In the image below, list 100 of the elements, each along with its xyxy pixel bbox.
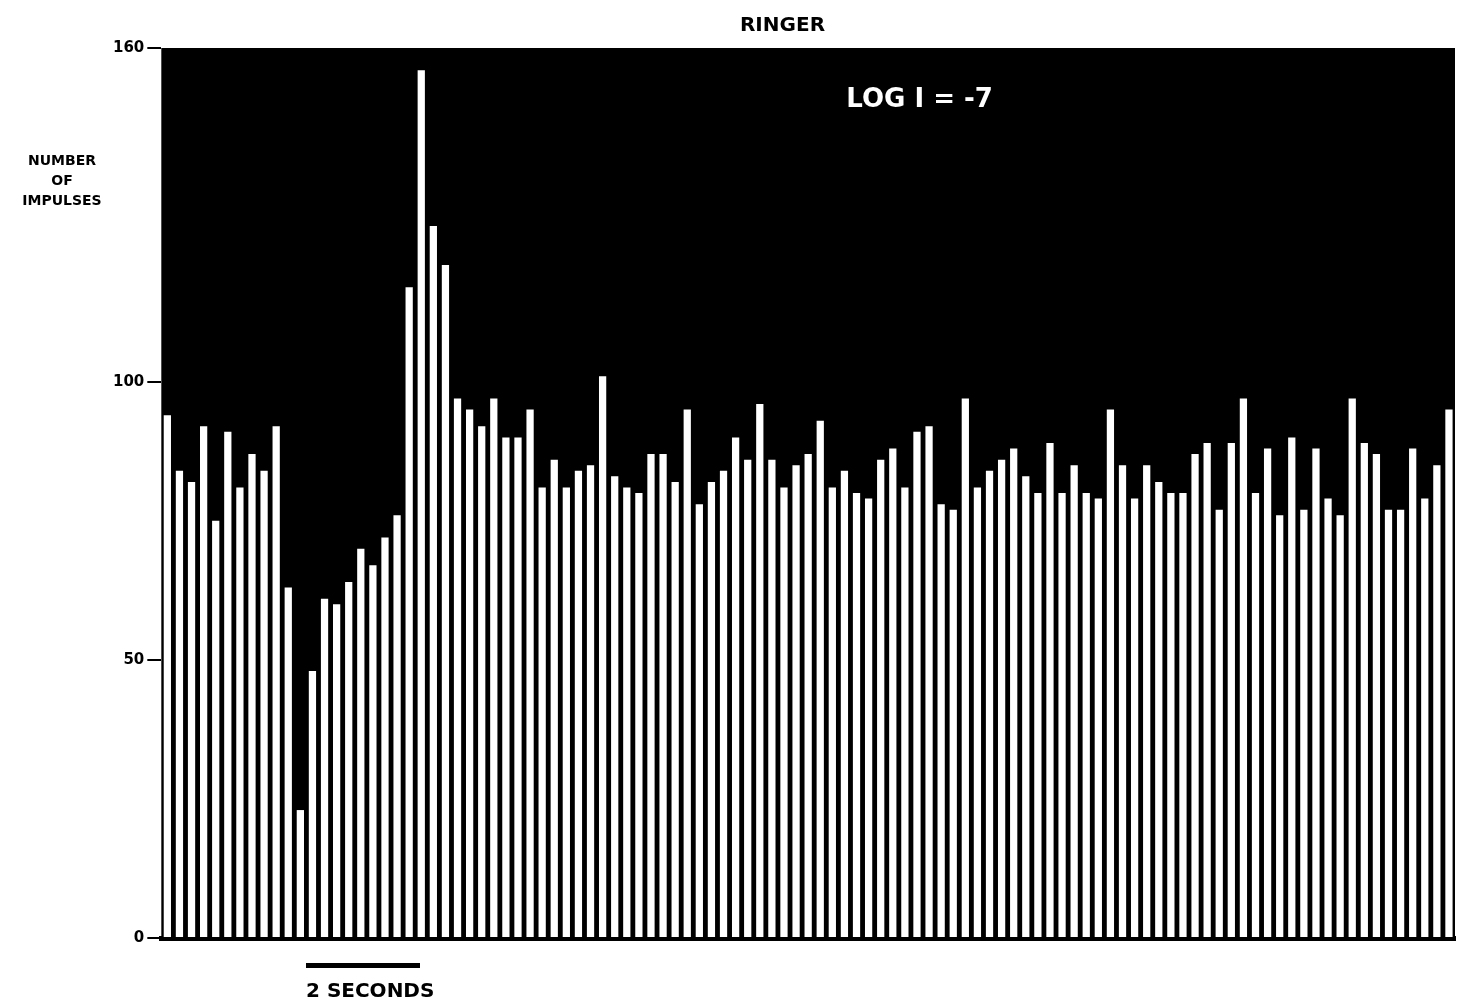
bar [804,454,812,937]
bar [357,548,365,937]
bar [731,437,740,937]
bar [1360,442,1368,937]
bar [683,409,691,937]
bar [949,509,957,937]
bar [284,587,292,937]
bar [1010,448,1018,937]
bar [1094,498,1102,937]
bar [1034,493,1042,937]
bar [1324,498,1332,937]
bar [852,493,861,937]
bar [453,398,462,937]
bar [1179,493,1187,937]
bar [695,504,703,937]
bar [1155,481,1163,937]
bar [562,487,570,937]
bar [1445,409,1453,937]
bar [828,487,836,937]
bar [913,431,921,937]
bar [1263,448,1272,937]
bar [925,426,933,937]
bar [187,481,196,937]
text: 2 SECONDS [306,978,435,1002]
bar [1118,465,1127,937]
bar [1106,409,1115,937]
bar [1227,442,1235,937]
bar [345,582,353,937]
bar [1239,398,1248,937]
bar [877,459,885,937]
y-tick-label: 0 [133,927,145,946]
bar [320,598,329,937]
bar [514,437,522,937]
y-axis-title: NUMBER OF IMPULSES [21,151,103,210]
bar [901,487,909,937]
bar [212,520,220,937]
bar [224,431,232,937]
bar [1191,454,1199,937]
bar [671,481,679,937]
bar [1070,465,1078,937]
bar [574,470,583,937]
bar [586,465,595,937]
bar [659,454,667,937]
bar [635,493,643,937]
bar [1312,448,1320,937]
bar [985,470,994,937]
bar [1046,442,1054,937]
y-tick-label: 160 [113,37,145,56]
bar [1433,465,1441,937]
bar [296,810,304,937]
bar [889,448,897,937]
bar [429,226,437,937]
bar [961,398,969,937]
bar [1276,515,1284,937]
bar [973,487,982,937]
bar [200,426,208,937]
bar [1421,498,1429,937]
bar [623,487,631,937]
bar [1348,398,1356,937]
y-tick-label: 100 [113,371,145,390]
bar [719,470,728,937]
bar [1143,465,1151,937]
bar [405,287,413,937]
bar [1022,476,1030,937]
bar [864,498,873,937]
bar [611,476,619,937]
bar [756,404,764,937]
bar [538,487,546,937]
bar [308,671,317,937]
bar [707,481,716,937]
bar [248,454,256,937]
bar [1336,515,1344,937]
bar [1167,493,1175,937]
bar [478,426,486,937]
bar [598,376,607,937]
bar [502,437,510,937]
bar [997,459,1006,937]
bar [1215,509,1223,937]
bar [550,459,558,937]
bar [1251,493,1260,937]
bar [1058,493,1066,937]
bar [1203,442,1211,937]
bar [393,515,401,937]
bar [792,465,800,937]
bar [465,409,474,937]
bar [260,470,268,937]
bar [1130,498,1139,937]
bar [768,459,776,937]
bar [236,487,244,937]
bar [175,470,184,937]
chart-title: RINGER [739,12,826,37]
bar [1372,454,1381,937]
bar [647,454,655,937]
bar [333,604,341,937]
bar [441,264,450,937]
bar [840,470,849,937]
bar [1082,493,1090,937]
bar [744,459,752,937]
bar [381,537,389,937]
bar [937,504,945,937]
